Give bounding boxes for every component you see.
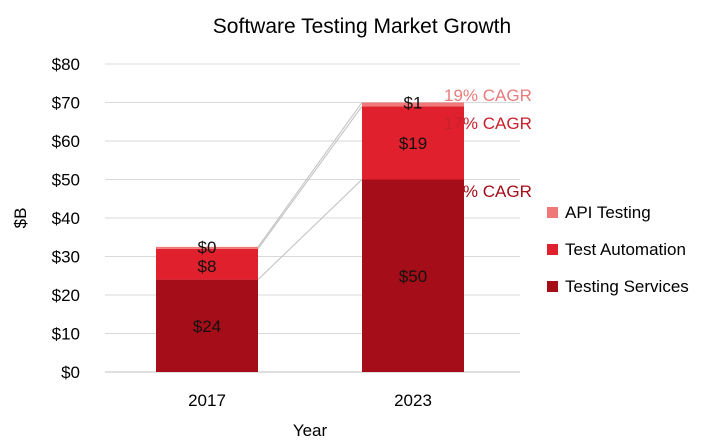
legend-swatch <box>547 244 558 255</box>
x-axis-ticks: 2017 2023 <box>188 391 432 410</box>
legend-swatch <box>547 207 558 218</box>
bar-segment <box>362 106 464 180</box>
chart-title: Software Testing Market Growth <box>213 15 511 38</box>
bar-segment <box>156 246 258 249</box>
y-tick-label: $60 <box>52 132 80 151</box>
y-tick-label: $70 <box>52 94 80 113</box>
connector-line <box>257 106 363 250</box>
y-tick-label: $20 <box>52 286 80 305</box>
x-tick-label: 2023 <box>394 391 432 410</box>
y-axis-ticks: $0 $10 $20 $30 $40 $50 $60 $70 $80 <box>52 55 80 382</box>
bars <box>156 102 464 372</box>
data-label: $19 <box>399 134 427 153</box>
y-axis-title: $B <box>11 208 30 229</box>
y-tick-label: $0 <box>61 363 80 382</box>
legend: API Testing Test Automation Testing Servic… <box>547 203 689 296</box>
cagr-annotation: 13% CAGR <box>444 182 532 201</box>
data-label: $8 <box>198 257 217 276</box>
data-label: $1 <box>404 94 423 113</box>
connector-line <box>257 179 363 280</box>
legend-label: API Testing <box>565 203 651 222</box>
bar-segment <box>156 248 258 280</box>
y-tick-label: $50 <box>52 171 80 190</box>
bar-segment <box>362 102 464 107</box>
bar-segment <box>156 279 258 372</box>
data-label: $0 <box>198 238 217 257</box>
growth-connectors <box>257 102 363 280</box>
connector-line <box>257 102 363 248</box>
legend-swatch <box>547 281 558 292</box>
cagr-annotation: 17% CAGR <box>444 114 532 133</box>
y-tick-label: $30 <box>52 248 80 267</box>
cagr-annotations: 19% CAGR 17% CAGR 13% CAGR <box>444 86 532 201</box>
y-tick-label: $80 <box>52 55 80 74</box>
y-tick-label: $40 <box>52 209 80 228</box>
y-tick-label: $10 <box>52 325 80 344</box>
x-tick-label: 2017 <box>188 391 226 410</box>
data-labels: $24 $50 $8 $19 $0 $1 <box>193 94 427 336</box>
cagr-annotation: 19% CAGR <box>444 86 532 105</box>
bar-segment <box>362 179 464 372</box>
legend-label: Testing Services <box>565 277 689 296</box>
legend-label: Test Automation <box>565 240 686 259</box>
data-label: $24 <box>193 317 221 336</box>
data-label: $50 <box>399 267 427 286</box>
x-axis-title: Year <box>293 421 328 440</box>
